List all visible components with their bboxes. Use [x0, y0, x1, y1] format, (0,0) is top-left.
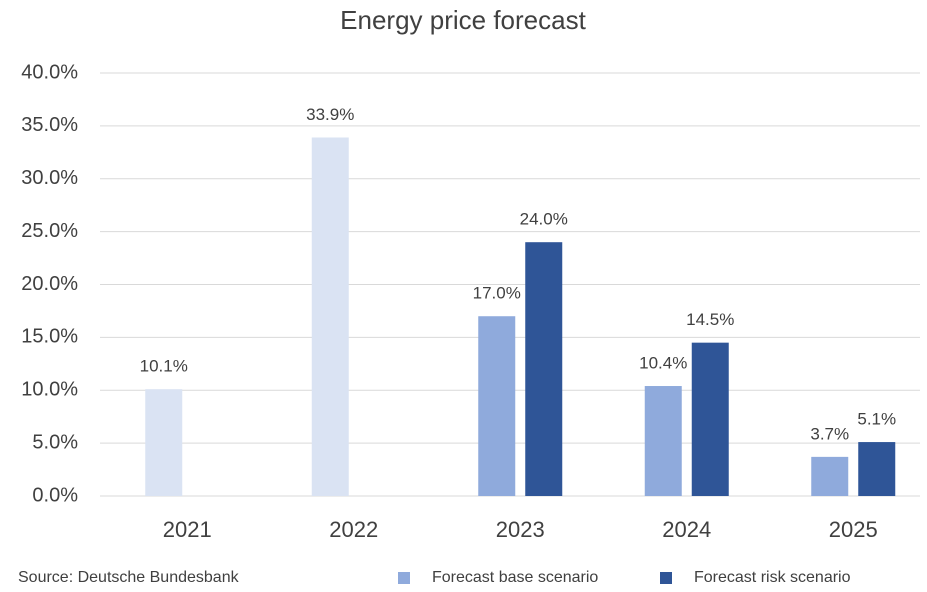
data-label: 10.1% — [140, 357, 188, 376]
bar — [811, 456, 849, 496]
source-note: Source: Deutsche Bundesbank — [18, 569, 240, 586]
y-tick-label: 40.0% — [21, 61, 78, 83]
legend-swatch — [660, 572, 672, 584]
data-label: 5.1% — [857, 410, 896, 429]
data-label: 17.0% — [473, 284, 521, 303]
bar — [311, 137, 349, 496]
chart-title: Energy price forecast — [340, 5, 586, 35]
bar — [145, 389, 183, 496]
y-tick-label: 10.0% — [21, 379, 78, 401]
bar — [525, 242, 563, 496]
y-tick-label: 5.0% — [32, 431, 78, 453]
legend-label: Forecast risk scenario — [694, 569, 851, 586]
x-tick-label: 2023 — [496, 517, 545, 542]
legend-label: Forecast base scenario — [432, 569, 598, 586]
data-label: 14.5% — [686, 310, 734, 329]
bar — [858, 442, 896, 496]
x-tick-label: 2021 — [163, 517, 212, 542]
legend-swatch — [398, 572, 410, 584]
bar — [644, 386, 682, 496]
y-tick-label: 35.0% — [21, 114, 78, 136]
y-tick-label: 20.0% — [21, 273, 78, 295]
data-label: 24.0% — [520, 210, 568, 229]
x-tick-label: 2025 — [829, 517, 878, 542]
x-tick-label: 2024 — [662, 517, 711, 542]
bar — [478, 316, 516, 496]
data-label: 10.4% — [639, 354, 687, 373]
data-label: 3.7% — [810, 424, 849, 443]
bar — [691, 342, 729, 496]
y-tick-label: 15.0% — [21, 326, 78, 348]
y-tick-label: 30.0% — [21, 167, 78, 189]
data-label: 33.9% — [306, 105, 354, 124]
y-tick-label: 25.0% — [21, 220, 78, 242]
y-tick-label: 0.0% — [32, 484, 78, 506]
x-tick-label: 2022 — [329, 517, 378, 542]
